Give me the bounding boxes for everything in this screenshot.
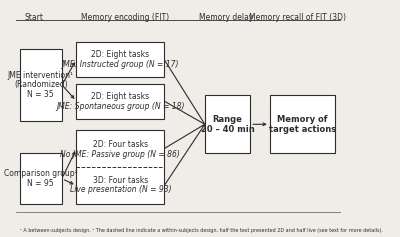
Text: Memory delay: Memory delay: [199, 13, 253, 22]
Text: JME intervention¹: JME intervention¹: [8, 71, 74, 80]
FancyBboxPatch shape: [205, 95, 250, 153]
Text: target actions: target actions: [269, 125, 336, 134]
Text: 3D: Four tasks: 3D: Four tasks: [93, 176, 148, 185]
Text: 2D: Eight tasks: 2D: Eight tasks: [91, 92, 150, 101]
FancyBboxPatch shape: [76, 84, 164, 118]
Text: 2D: Eight tasks: 2D: Eight tasks: [91, 50, 150, 59]
Text: N = 95: N = 95: [28, 179, 54, 188]
Text: No JME: Passive group (N = 86): No JME: Passive group (N = 86): [60, 150, 180, 159]
FancyBboxPatch shape: [270, 95, 335, 153]
FancyBboxPatch shape: [76, 130, 164, 204]
FancyBboxPatch shape: [76, 42, 164, 77]
Text: N = 35: N = 35: [28, 90, 54, 99]
Text: Memory recall of FIT (3D): Memory recall of FIT (3D): [249, 13, 346, 22]
Text: Comparison group²: Comparison group²: [4, 169, 78, 178]
Text: Memory of: Memory of: [277, 115, 328, 124]
Text: ¹ A between-subjects design. ² The dashed line indicate a within-subjects design: ¹ A between-subjects design. ² The dashe…: [20, 228, 382, 233]
Text: Memory encoding (FIT): Memory encoding (FIT): [81, 13, 169, 22]
Text: Range: Range: [213, 115, 242, 124]
Text: JME: Spontaneous group (N = 18): JME: Spontaneous group (N = 18): [56, 101, 185, 110]
Text: Start: Start: [25, 13, 44, 22]
Text: (Randomized): (Randomized): [14, 80, 68, 89]
FancyBboxPatch shape: [20, 49, 62, 121]
Text: JME: Instructed group (N = 17): JME: Instructed group (N = 17): [62, 60, 179, 69]
Text: 20 – 40 min: 20 – 40 min: [201, 125, 254, 134]
Text: Live presentation (N = 93): Live presentation (N = 93): [70, 185, 171, 194]
Text: 2D: Four tasks: 2D: Four tasks: [93, 140, 148, 149]
FancyBboxPatch shape: [20, 153, 62, 204]
